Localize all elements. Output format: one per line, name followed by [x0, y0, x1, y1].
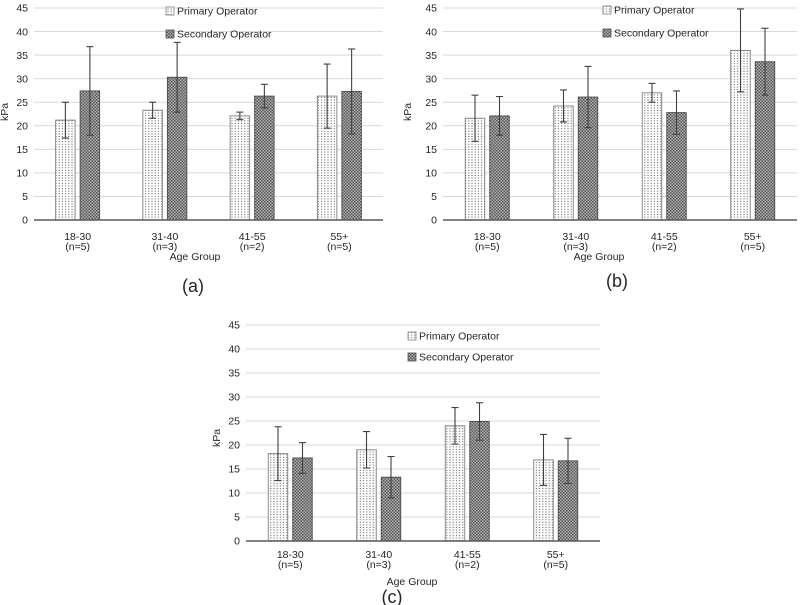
category-label: 18-30 — [277, 549, 304, 561]
bar-chart-svg: 05101520253035404518-30(n=5)31-40(n=3)41… — [402, 3, 797, 291]
legend-swatch-primary — [407, 331, 417, 341]
legend-swatch-secondary — [165, 29, 175, 39]
y-tick-label: 0 — [22, 215, 28, 227]
y-tick-label: 5 — [22, 191, 28, 203]
panel-caption: (a) — [182, 276, 204, 296]
y-tick-label: 10 — [228, 488, 240, 500]
y-tick-label: 15 — [16, 144, 28, 156]
category-n-label: (n=5) — [278, 559, 303, 571]
y-tick-label: 40 — [425, 26, 437, 38]
legend-label: Secondary Operator — [419, 352, 514, 364]
category-label: 55+ — [547, 549, 565, 561]
bar-primary-operator — [641, 92, 663, 221]
y-tick-label: 30 — [16, 73, 28, 85]
category-label: 41-55 — [651, 231, 678, 243]
category-n-label: (n=5) — [65, 241, 90, 253]
bar-primary-operator — [142, 109, 163, 221]
y-tick-label: 40 — [16, 26, 28, 38]
legend-swatch-primary — [602, 5, 612, 15]
y-tick-label: 45 — [425, 3, 437, 15]
bar-primary-operator — [553, 105, 574, 221]
panel-caption: (b) — [606, 271, 628, 291]
category-label: 31-40 — [562, 231, 589, 243]
category-n-label: (n=5) — [543, 559, 568, 571]
category-n-label: (n=3) — [563, 241, 588, 253]
category-n-label: (n=2) — [240, 241, 265, 253]
y-axis-title: kPa — [211, 429, 223, 447]
category-n-label: (n=2) — [652, 241, 677, 253]
y-tick-label: 5 — [234, 512, 240, 524]
legend-label: Primary Operator — [614, 5, 695, 17]
y-tick-label: 25 — [228, 416, 240, 428]
bar-chart-svg: 05101520253035404518-30(n=5)31-40(n=3)41… — [211, 320, 600, 605]
category-label: 18-30 — [474, 231, 501, 243]
y-tick-label: 20 — [425, 120, 437, 132]
chart-panel-c: 0 5 10 15 20 25 30 35 40 45 18-30 (n=5) 31-40 (n=3) 41… — [170, 300, 610, 605]
y-tick-label: 35 — [425, 50, 437, 62]
x-axis-title: Age Group — [574, 251, 625, 263]
category-label: 31-40 — [365, 549, 392, 561]
category-label: 55+ — [330, 231, 348, 243]
legend-swatch-secondary — [602, 28, 612, 38]
y-tick-label: 35 — [16, 50, 28, 62]
bar-chart-svg: 05101520253035404518-30(n=5)31-40(n=3)41… — [0, 3, 383, 296]
panel-caption: (c) — [382, 587, 403, 605]
y-tick-label: 0 — [234, 536, 240, 548]
y-tick-label: 15 — [228, 464, 240, 476]
category-n-label: (n=3) — [152, 241, 177, 253]
y-tick-label: 10 — [16, 168, 28, 180]
y-tick-label: 45 — [228, 320, 240, 332]
y-tick-label: 0 — [431, 215, 437, 227]
chart-panel-a: 0 5 10 15 20 25 30 35 40 45 18-30 (n=5) 31-40 (n=3) 41… — [0, 0, 400, 300]
legend-label: Secondary Operator — [614, 28, 709, 40]
category-label: 55+ — [744, 231, 762, 243]
y-tick-label: 15 — [425, 144, 437, 156]
x-axis-title: Age Group — [170, 251, 221, 263]
category-n-label: (n=2) — [455, 559, 480, 571]
y-tick-label: 10 — [425, 168, 437, 180]
category-n-label: (n=3) — [366, 559, 391, 571]
chart-panel-b: 0 5 10 15 20 25 30 35 40 45 18-30 (n=5) 31-40 (n=3) 41… — [400, 0, 800, 300]
y-tick-label: 25 — [16, 97, 28, 109]
y-tick-label: 5 — [431, 191, 437, 203]
y-tick-label: 40 — [228, 344, 240, 356]
bar-secondary-operator — [254, 95, 275, 221]
y-tick-label: 35 — [228, 368, 240, 380]
legend-label: Primary Operator — [419, 331, 500, 343]
category-n-label: (n=5) — [475, 241, 500, 253]
category-n-label: (n=5) — [327, 241, 352, 253]
y-axis-title: kPa — [402, 103, 414, 121]
y-tick-label: 25 — [425, 97, 437, 109]
category-label: 18-30 — [64, 231, 91, 243]
category-label: 41-55 — [239, 231, 266, 243]
legend-swatch-secondary — [407, 352, 417, 362]
legend-swatch-primary — [165, 6, 175, 16]
y-tick-label: 20 — [228, 440, 240, 452]
category-n-label: (n=5) — [740, 241, 765, 253]
category-label: 41-55 — [454, 549, 481, 561]
y-tick-label: 45 — [16, 3, 28, 15]
y-tick-label: 20 — [16, 120, 28, 132]
category-label: 31-40 — [151, 231, 178, 243]
legend-label: Secondary Operator — [177, 29, 272, 41]
x-axis-title: Age Group — [387, 576, 438, 588]
y-tick-label: 30 — [425, 73, 437, 85]
y-axis-title: kPa — [0, 103, 11, 121]
legend-label: Primary Operator — [177, 6, 258, 18]
bar-primary-operator — [229, 115, 251, 221]
y-tick-label: 30 — [228, 392, 240, 404]
